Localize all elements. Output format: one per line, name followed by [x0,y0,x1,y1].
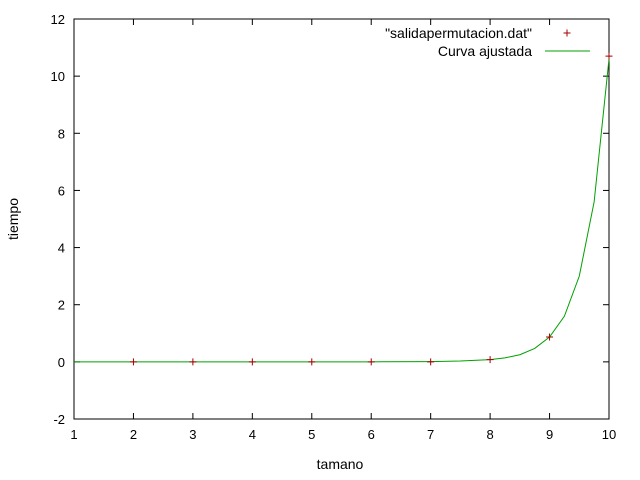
data-point [427,358,435,366]
x-tick-label: 4 [249,427,256,442]
x-tick-label: 8 [486,427,493,442]
data-point [189,358,197,366]
x-tick-label: 3 [189,427,196,442]
y-axis-ticks: -2 0 2 4 6 8 10 12 [51,12,609,427]
data-point [486,356,494,364]
x-tick-label: 1 [70,427,77,442]
y-tick-label: 0 [58,355,65,370]
y-tick-label: 8 [58,126,65,141]
data-point [546,333,554,341]
legend-plus-marker [563,29,571,37]
plot-frame [73,18,610,420]
x-tick-label: 10 [602,427,616,442]
data-point [248,358,256,366]
y-axis-label: tiempo [5,198,21,240]
y-tick-label: 12 [51,12,65,27]
x-tick-label: 6 [368,427,375,442]
data-point [308,358,316,366]
series-layer [74,52,613,366]
x-tick-label: 5 [308,427,315,442]
legend: "salidapermutacion.dat" Curva ajustada [385,25,590,59]
x-axis-ticks: 1 2 3 4 5 6 7 8 9 10 [70,19,616,442]
y-tick-label: 2 [58,298,65,313]
legend-label-data: "salidapermutacion.dat" [385,25,532,41]
y-tick-label: 6 [58,183,65,198]
legend-marker-data [563,29,571,37]
data-point [129,358,137,366]
x-tick-label: 7 [427,427,434,442]
y-tick-label: 10 [51,69,65,84]
y-tick-label: 4 [58,241,65,256]
data-point [605,52,613,60]
x-axis-label: tamano [317,456,364,472]
x-tick-label: 2 [130,427,137,442]
legend-label-fit: Curva ajustada [438,43,532,59]
fit-curve [74,58,610,363]
x-tick-label: 9 [546,427,553,442]
data-point [367,358,375,366]
y-tick-label: -2 [53,412,65,427]
